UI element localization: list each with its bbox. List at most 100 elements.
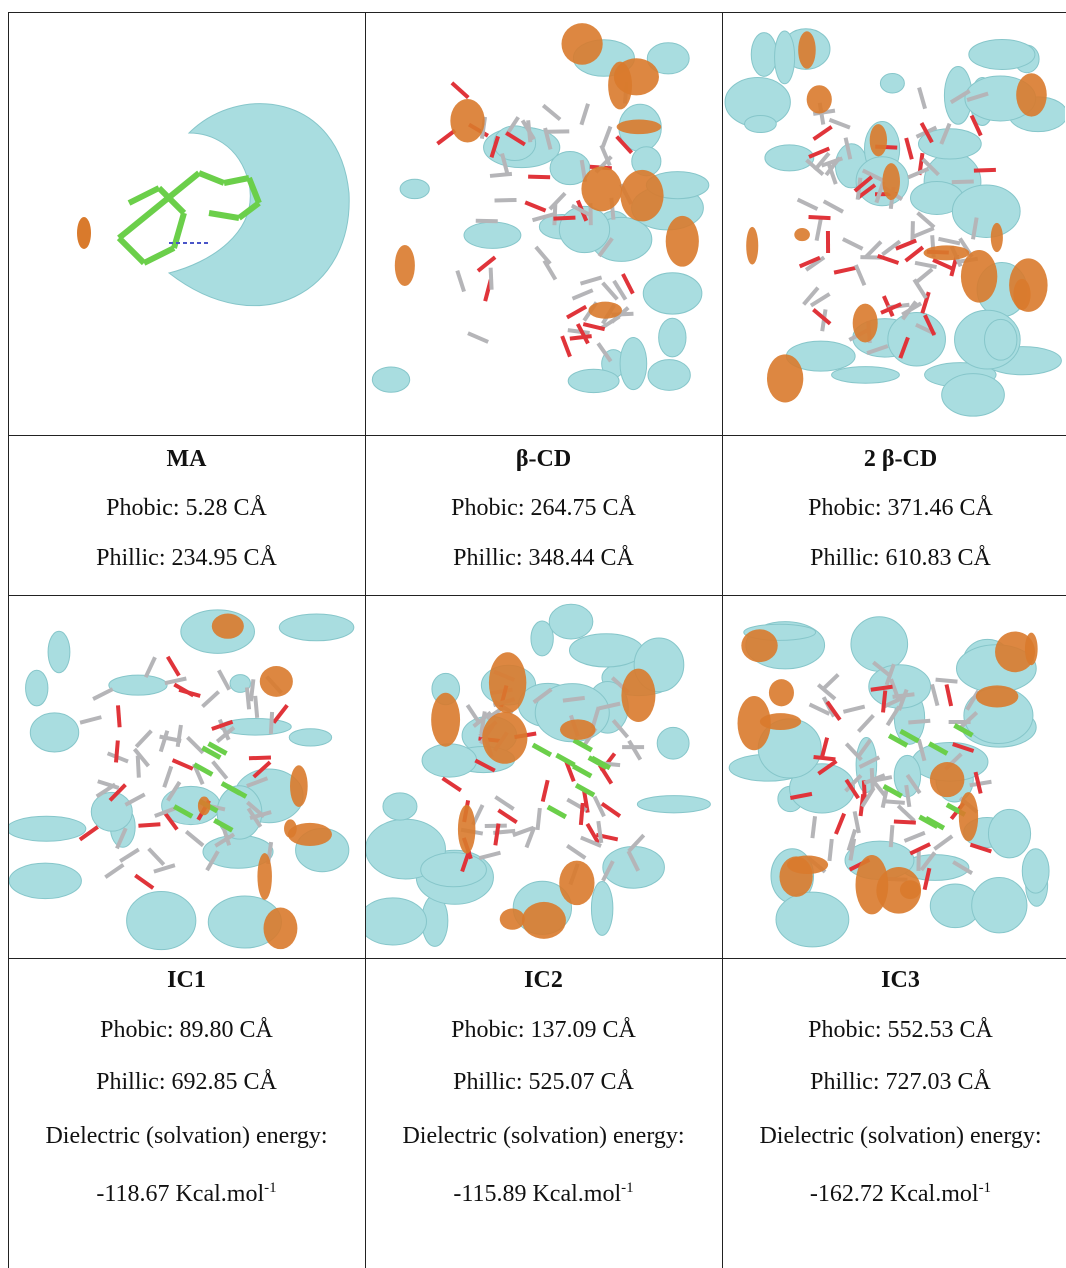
render-shape [149,849,164,865]
text: Phillic: 525.07 CÅ [453,1069,634,1095]
render-shape [561,23,602,65]
render-shape [93,689,113,699]
render-shape [914,279,926,298]
render-shape [976,685,1019,707]
render-shape [880,73,904,92]
cell-text: Phillic: 348.44 CÅ [365,543,722,573]
render-shape [431,693,460,747]
render-shape [787,856,828,875]
cell-text: Phillic: 234.95 CÅ [8,543,365,573]
text: Phobic: 371.46 CÅ [808,495,993,521]
render-shape [271,712,272,734]
render-shape [443,778,461,790]
cell-text: -162.72 Kcal.mol-1 [722,1173,1066,1209]
render-shape [119,238,144,263]
text: Dielectric (solvation) energy: [759,1123,1041,1149]
render-shape [572,290,592,299]
render-shape [888,312,946,366]
render-shape [77,217,91,249]
render-shape [400,179,429,198]
render-shape [173,760,193,769]
cell-text: Phobic: 552.53 CÅ [722,1015,1066,1045]
text: IC1 [167,967,206,993]
render-shape [603,126,611,147]
rule [8,435,1066,436]
cell-text: Phillic: 692.85 CÅ [8,1067,365,1097]
render-shape [947,684,952,706]
render-shape [581,104,588,125]
render-shape [629,741,640,760]
text: IC2 [524,967,563,993]
render-shape [974,170,996,171]
render-shape [482,712,527,764]
render-shape [988,809,1030,857]
render-shape [219,670,229,689]
cell-text: Phobic: 5.28 CÅ [8,493,365,523]
render-shape [30,713,78,752]
render-shape [213,762,227,779]
render-shape [464,222,521,248]
molecule-image [9,596,364,957]
render-shape [489,652,526,713]
text: Phobic: 5.28 CÅ [106,495,267,521]
render-shape [9,863,81,898]
render-shape [366,898,426,945]
render-shape [570,336,592,339]
render-shape [853,304,878,343]
render-shape [843,707,864,712]
render-shape [769,679,794,706]
molecule-image [723,13,1065,434]
render-shape [1016,73,1047,116]
render-shape [898,806,914,821]
render-shape [894,821,916,822]
render-shape [775,31,795,84]
render-shape [247,687,249,709]
render-shape [48,631,70,672]
render-shape [498,810,516,822]
render-shape [543,780,548,801]
render-shape [274,705,287,722]
text: Phobic: 89.80 CÅ [100,1017,273,1043]
render-shape [568,330,590,333]
render-shape [9,816,86,841]
render-shape [843,239,863,249]
render-shape [144,248,174,263]
render-shape [562,336,570,357]
render-shape [829,839,831,861]
render-shape [659,318,686,357]
render-shape [528,120,530,142]
render-shape [548,807,566,817]
render-shape [617,120,662,135]
render-shape [80,717,101,723]
render-shape [538,808,540,830]
render-shape [891,825,893,847]
render-shape [972,878,1027,933]
cell-text: Phillic: 727.03 CÅ [722,1067,1066,1097]
render-shape [583,324,604,329]
render-shape [856,855,889,914]
render-shape [560,719,596,740]
render-shape [930,762,965,797]
text: Phillic: 692.85 CÅ [96,1069,277,1095]
render-shape [904,833,924,841]
render-shape [168,657,179,676]
render-shape [127,892,196,950]
render-shape [991,223,1003,252]
render-shape [657,727,689,759]
render-shape [452,83,468,98]
render-shape [120,849,139,861]
render-shape [794,228,810,241]
cell-text: -118.67 Kcal.mol-1 [8,1173,365,1209]
render-shape [550,193,565,209]
render-shape [421,853,487,887]
render-shape [738,696,771,750]
text: Phillic: 234.95 CÅ [96,545,277,571]
render-shape [741,629,777,662]
render-shape [814,757,836,759]
render-shape [623,274,633,294]
render-shape [814,127,832,139]
render-shape [869,665,931,708]
render-shape [495,797,513,809]
render-shape [154,865,175,871]
render-shape [105,865,123,878]
